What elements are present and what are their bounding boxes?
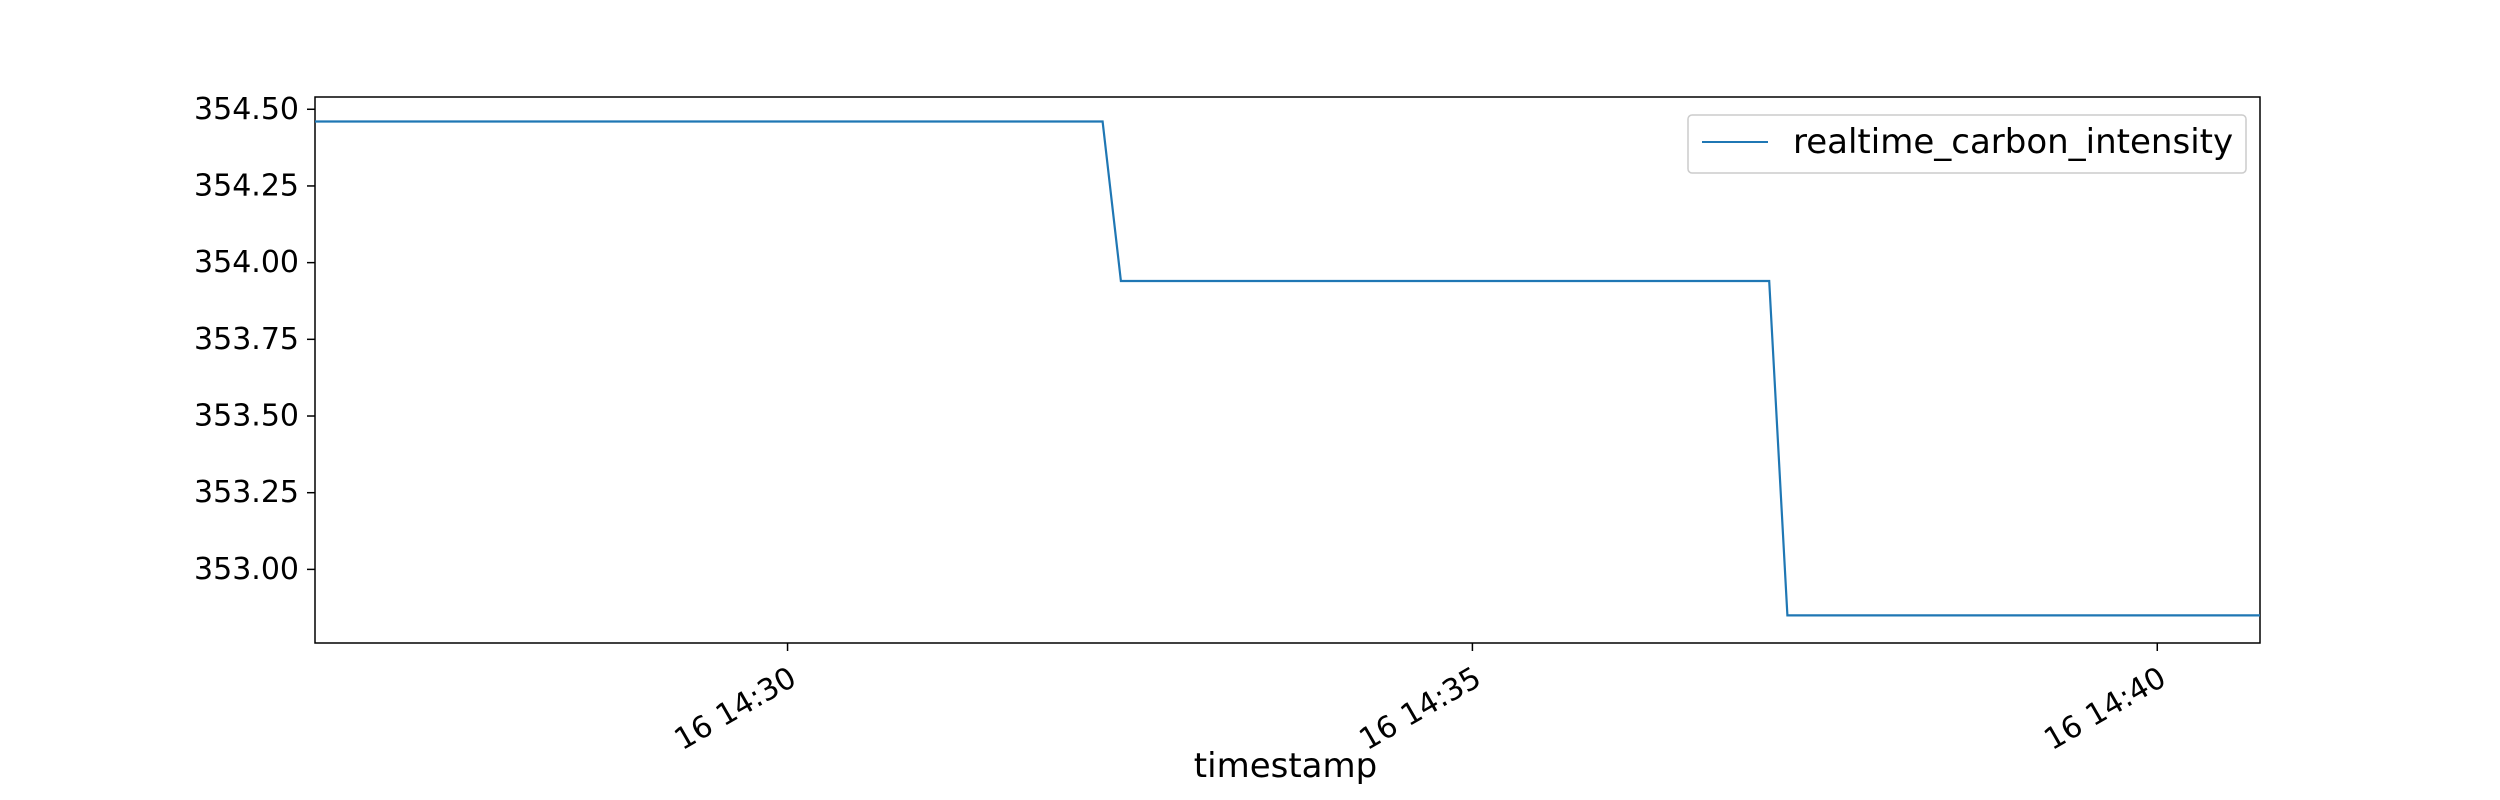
legend: realtime_carbon_intensity bbox=[1687, 114, 2247, 174]
plot-area bbox=[314, 96, 2261, 644]
legend-label: realtime_carbon_intensity bbox=[1793, 122, 2233, 162]
series-layer bbox=[315, 120, 2260, 617]
y-tick-label: 353.00 bbox=[194, 552, 299, 587]
y-tick-label: 354.00 bbox=[194, 245, 299, 280]
y-tick-label: 354.25 bbox=[194, 168, 299, 203]
legend-box bbox=[1687, 114, 2247, 174]
y-tick-label: 353.25 bbox=[194, 475, 299, 510]
y-tick-label: 354.50 bbox=[194, 92, 299, 127]
series-line-realtime-carbon-intensity bbox=[315, 120, 2260, 617]
x-axis-label: timestamp bbox=[1194, 746, 1377, 786]
y-tick-label: 353.75 bbox=[194, 322, 299, 357]
y-axis: 353.00 353.25 353.50 353.75 354.00 354.25 354.… bbox=[194, 92, 315, 587]
y-tick-label: 353.50 bbox=[194, 399, 299, 434]
